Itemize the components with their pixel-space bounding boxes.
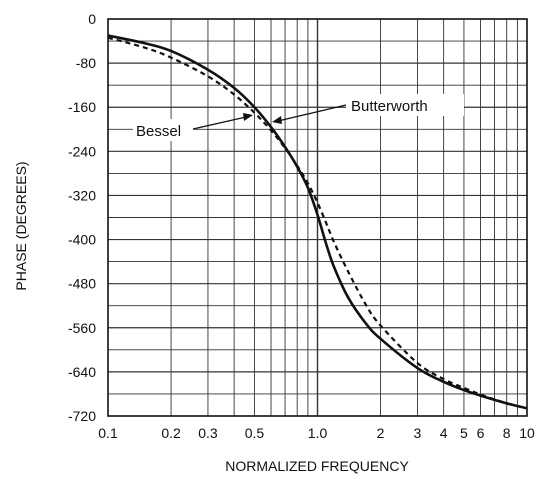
series-line-butterworth: [107, 34, 528, 410]
x-tick-label: 0.1: [98, 425, 118, 441]
y-tick-label: -240: [68, 143, 96, 159]
butterworth-leader-line: [277, 104, 347, 122]
butterworth-leader-arrow: [272, 116, 282, 124]
butterworth-label: Butterworth: [351, 98, 428, 115]
y-tick-label: 0: [88, 11, 96, 27]
bessel-label-bg: [133, 119, 193, 141]
bessel-label: Bessel: [136, 123, 181, 140]
y-tick-label: -400: [68, 232, 96, 248]
y-tick-labels: 0 -80 -160 -240 -320 -400 -480 -560 -640 -720: [68, 11, 96, 424]
x-axis-title: NORMALIZED FREQUENCY: [225, 458, 409, 474]
y-axis-title: PHASE (DEGREES): [13, 161, 29, 290]
bessel-leader-arrow: [243, 113, 253, 121]
x-tick-label: 8: [503, 425, 511, 441]
butterworth-label-bg: [346, 94, 464, 116]
y-tick-label: -560: [68, 320, 96, 336]
x-tick-label: 10: [519, 425, 535, 441]
x-tick-label: 0.5: [245, 425, 265, 441]
plot-frame: [107, 18, 528, 417]
y-tick-label: -720: [68, 408, 96, 424]
series-line-bessel: [107, 36, 528, 410]
annotations: Butterworth Bessel: [133, 94, 464, 141]
series-group: [107, 34, 528, 410]
y-tick-label: -480: [68, 276, 96, 292]
grid-lines: [108, 19, 527, 416]
bessel-leader-line: [192, 116, 247, 130]
x-tick-label: 6: [477, 425, 485, 441]
x-tick-label: 0.2: [161, 425, 181, 441]
y-tick-label: -160: [68, 99, 96, 115]
x-tick-label: 2: [377, 425, 385, 441]
x-tick-label: 4: [440, 425, 448, 441]
y-tick-label: -640: [68, 364, 96, 380]
y-tick-label: -80: [76, 55, 96, 71]
y-tick-label: -320: [68, 187, 96, 203]
x-tick-label: 1.0: [308, 425, 328, 441]
x-tick-labels: 0.1 0.2 0.3 0.5 1.0 2 3 4 5 6 8 10: [98, 425, 535, 441]
x-tick-label: 3: [414, 425, 422, 441]
x-tick-label: 5: [460, 425, 468, 441]
x-tick-label: 0.3: [198, 425, 218, 441]
